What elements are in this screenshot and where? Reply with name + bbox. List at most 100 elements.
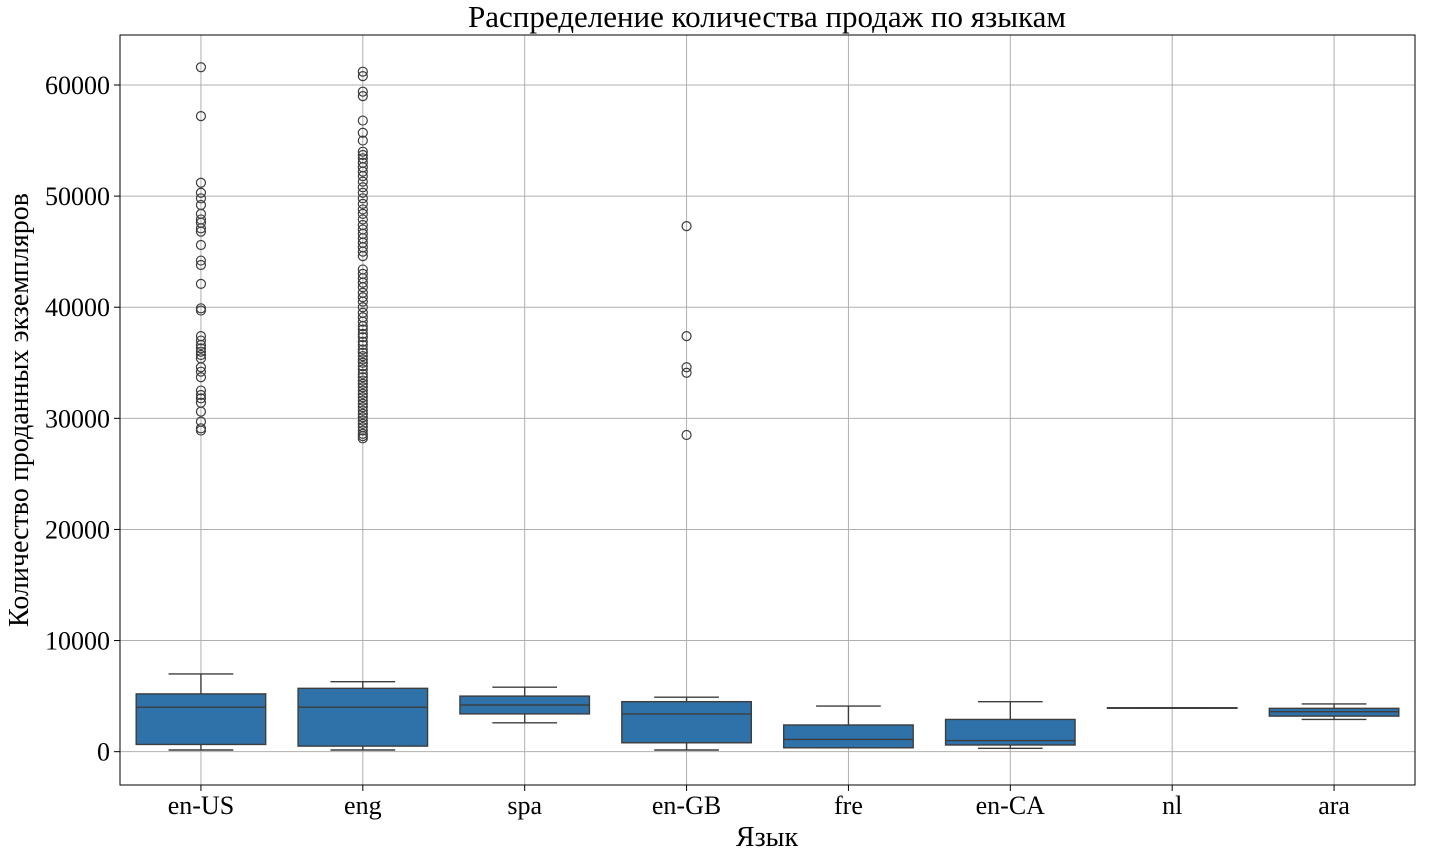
outlier-point <box>195 62 207 73</box>
grid <box>120 35 1415 785</box>
y-tick-label: 40000 <box>45 293 110 322</box>
outlier-point <box>357 385 368 396</box>
outlier-point <box>195 255 207 266</box>
outlier-point <box>357 193 368 204</box>
outlier-point <box>357 408 368 419</box>
x-tick-label: en-US <box>168 791 234 820</box>
outlier-point <box>357 328 368 339</box>
box-group-ara <box>1268 703 1400 721</box>
outlier-point <box>195 346 207 357</box>
outlier-point <box>357 433 368 444</box>
outlier-point <box>195 223 207 234</box>
outlier-point <box>357 321 368 332</box>
box <box>297 687 429 747</box>
outlier-point <box>357 302 368 313</box>
box-group-en-GB <box>621 221 753 751</box>
outlier-point <box>357 86 368 97</box>
box-group-en-CA <box>944 700 1076 750</box>
y-tick-label: 20000 <box>45 515 110 544</box>
outlier-point <box>357 405 368 416</box>
outlier-point <box>357 368 368 379</box>
outlier-point <box>195 349 207 361</box>
outlier-point <box>195 366 207 377</box>
outlier-point <box>357 171 368 182</box>
y-tick-label: 60000 <box>45 71 110 100</box>
outlier-point <box>357 395 368 406</box>
outlier-point <box>195 239 207 251</box>
outlier-point <box>357 187 368 198</box>
outlier-point <box>357 198 368 209</box>
outlier-point <box>357 415 368 426</box>
outlier-point <box>357 115 368 126</box>
axis-ticks: 0 10000 20000 30000 40000 50000 60000 en-US eng s… <box>45 71 1350 820</box>
outlier-point <box>195 305 207 316</box>
box <box>135 693 267 746</box>
outlier-point <box>195 226 207 237</box>
outlier-point <box>357 66 368 77</box>
outlier-point <box>195 389 207 401</box>
outlier-point <box>681 367 692 378</box>
outlier-point <box>195 193 207 204</box>
outlier-point <box>357 246 368 257</box>
outlier-point <box>195 335 207 346</box>
box-group-nl <box>1106 707 1238 709</box>
outlier-point <box>195 339 207 351</box>
outlier-point <box>357 361 368 372</box>
outlier-point <box>357 71 368 82</box>
outlier-point <box>357 392 368 403</box>
x-tick-label: spa <box>507 791 542 820</box>
outlier-point <box>195 177 207 188</box>
outlier-point <box>357 347 368 358</box>
chart-title: Распределение количества продаж по языка… <box>468 0 1066 34</box>
outlier-point <box>195 362 207 373</box>
x-tick-label: ara <box>1318 791 1350 820</box>
outlier-point <box>357 388 368 399</box>
outlier-point <box>357 332 368 343</box>
outlier-point <box>357 208 368 219</box>
x-tick-label: en-CA <box>976 791 1046 820</box>
plot-frame <box>119 34 1416 786</box>
outlier-point <box>357 166 368 177</box>
outlier-point <box>195 259 207 271</box>
outlier-point <box>357 354 368 365</box>
outlier-point <box>195 393 207 404</box>
outlier-point <box>357 214 368 225</box>
outlier-point <box>357 357 368 368</box>
outlier-point <box>195 372 207 383</box>
box-group-en-US <box>135 62 267 751</box>
outlier-point <box>357 146 368 157</box>
outlier-point <box>681 429 692 441</box>
box <box>782 724 914 749</box>
outlier-point <box>357 344 368 355</box>
outlier-point <box>357 316 368 327</box>
outlier-point <box>357 364 368 375</box>
x-tick-label: eng <box>344 791 382 820</box>
outlier-point <box>357 351 368 362</box>
outlier-point <box>357 324 368 335</box>
outlier-point <box>681 221 692 232</box>
outlier-point <box>357 398 368 409</box>
outlier-point <box>195 187 207 198</box>
y-tick-label: 50000 <box>45 182 110 211</box>
outlier-point <box>357 296 368 307</box>
outlier-point <box>357 91 368 102</box>
x-tick-label: nl <box>1162 791 1182 820</box>
outlier-point <box>681 362 692 373</box>
box-group-fre <box>782 705 914 749</box>
outlier-point <box>357 372 368 383</box>
outlier-point <box>357 412 368 423</box>
outlier-point <box>195 278 207 289</box>
outlier-point <box>357 182 368 193</box>
y-axis-label: Количество проданных экземпляров <box>4 193 35 627</box>
outlier-point <box>195 111 207 122</box>
outlier-point <box>357 382 368 393</box>
outlier-point <box>357 176 368 187</box>
x-tick-label: en-GB <box>652 791 721 820</box>
outlier-point <box>195 406 207 417</box>
outlier-point <box>357 336 368 347</box>
y-tick-label: 0 <box>97 738 110 767</box>
outlier-point <box>357 378 368 389</box>
outlier-point <box>681 331 692 342</box>
outlier-point <box>195 385 207 396</box>
